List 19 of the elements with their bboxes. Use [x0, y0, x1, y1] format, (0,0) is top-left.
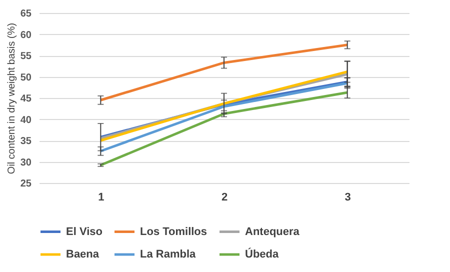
- x-tick-label: 2: [221, 192, 228, 204]
- y-tick-label: 35: [20, 136, 32, 147]
- x-tick-label: 3: [344, 192, 351, 204]
- y-axis-title: Oil content in dry weight basis (%): [6, 22, 18, 174]
- y-tick-label: 30: [20, 157, 32, 168]
- legend-label: Los Tomillos: [140, 226, 208, 238]
- y-tick-label: 55: [20, 51, 32, 62]
- legend-label: Antequera: [245, 226, 300, 238]
- y-tick-label: 40: [20, 114, 32, 126]
- legend-label: Baena: [66, 248, 100, 260]
- legend-label: El Viso: [66, 226, 103, 238]
- legend-label: La Rambla: [140, 248, 197, 260]
- y-tick-label: 50: [20, 72, 32, 84]
- y-tick-label: 60: [20, 30, 32, 41]
- legend-label: Úbeda: [245, 248, 280, 260]
- y-tick-label: 65: [20, 8, 32, 20]
- x-tick-label: 1: [98, 192, 104, 204]
- y-tick-label: 45: [20, 94, 32, 104]
- y-tick-label: 25: [20, 178, 32, 190]
